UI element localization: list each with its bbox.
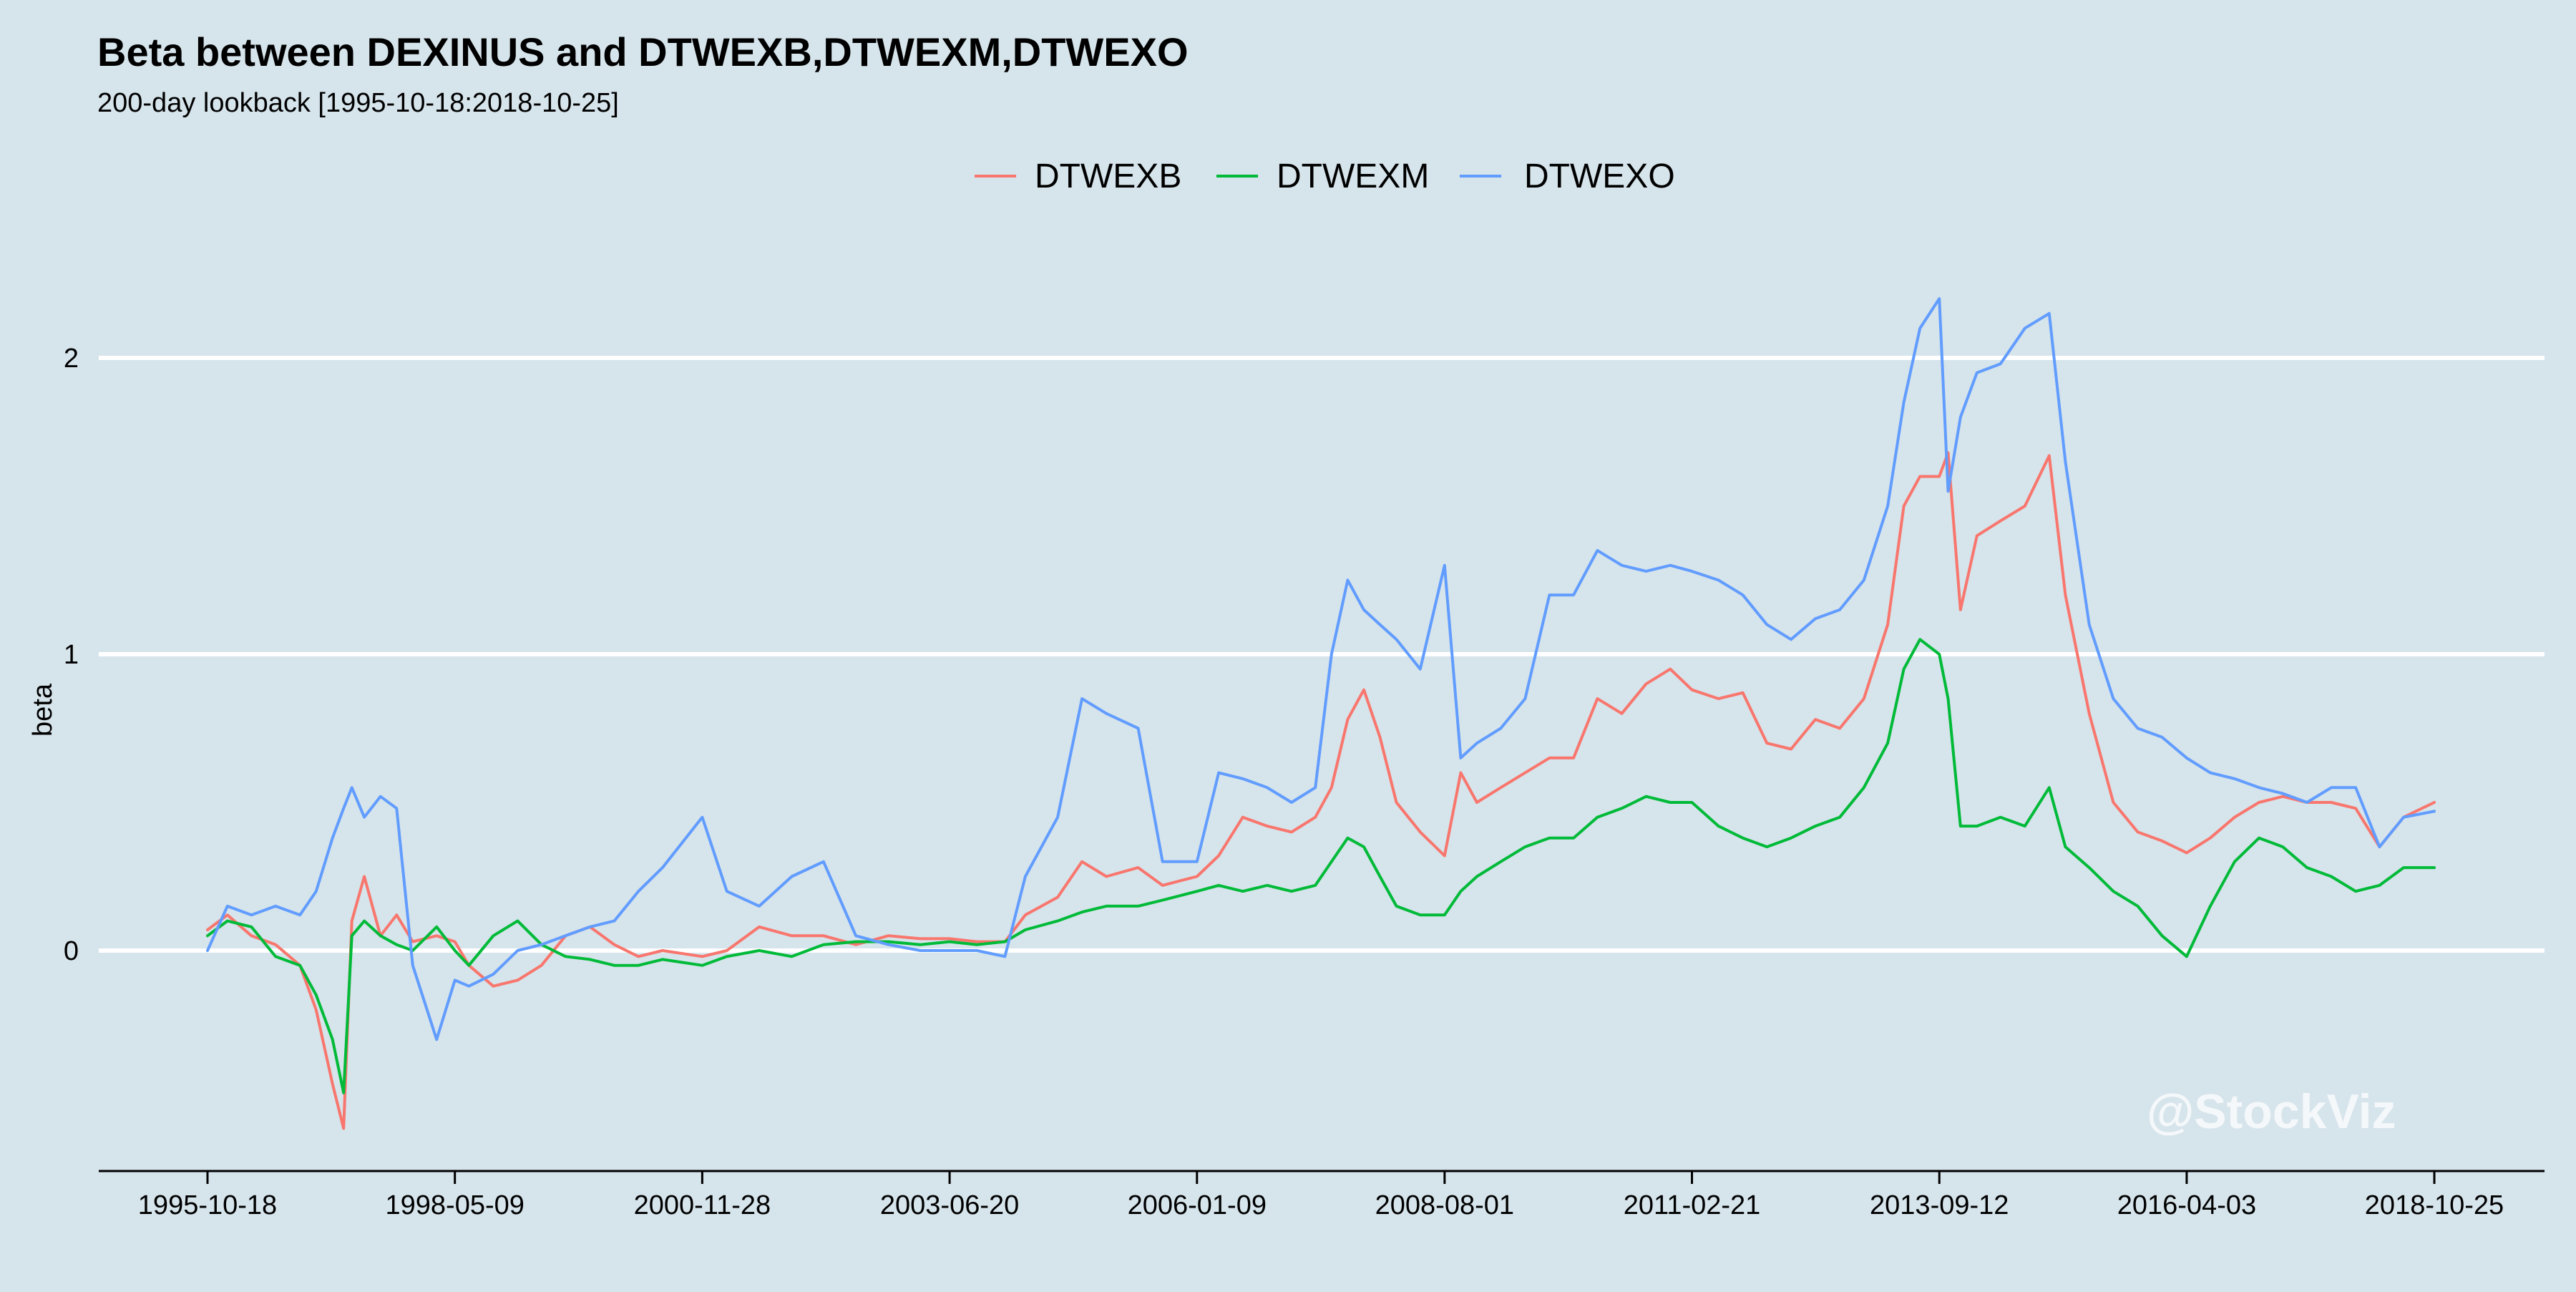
x-ticks: 1995-10-18 1998-05-09 2000-11-28 2003-06-20…	[138, 1171, 2504, 1220]
x-tick-label: 1998-05-09	[386, 1190, 525, 1220]
series-line-dtwexm	[206, 638, 2436, 1094]
y-tick-label: 1	[64, 640, 79, 670]
x-tick-label: 2016-04-03	[2117, 1190, 2256, 1220]
legend-label-dtwexm: DTWEXM	[1277, 157, 1429, 195]
legend: DTWEXB DTWEXM DTWEXO	[975, 157, 1675, 195]
x-tick-label: 2008-08-01	[1375, 1190, 1514, 1220]
x-tick-label: 2006-01-09	[1128, 1190, 1267, 1220]
series-line-dtwexb	[206, 451, 2436, 1130]
x-tick-label: 2000-11-28	[634, 1190, 771, 1220]
gridlines	[99, 356, 2545, 953]
y-tick-label: 0	[64, 936, 79, 966]
chart-title: Beta between DEXINUS and DTWEXB,DTWEXM,D…	[97, 29, 1189, 74]
chart-subtitle: 200-day lookback [1995-10-18:2018-10-25]	[97, 88, 619, 118]
x-tick-label: 2013-09-12	[1870, 1190, 2009, 1220]
x-tick-label: 1995-10-18	[138, 1190, 277, 1220]
watermark: @StockViz	[2147, 1084, 2396, 1139]
series-line-dtwexo	[206, 297, 2436, 1041]
series-layer	[206, 297, 2436, 1130]
x-tick-label: 2011-02-21	[1624, 1190, 1761, 1220]
legend-label-dtwexo: DTWEXO	[1524, 157, 1675, 195]
y-axis-label: beta	[28, 683, 58, 737]
y-tick-label: 2	[64, 344, 79, 374]
x-tick-label: 2003-06-20	[880, 1190, 1019, 1220]
y-tick-labels: 0 1 2	[64, 344, 79, 966]
legend-label-dtwexb: DTWEXB	[1035, 157, 1181, 195]
x-tick-label: 2018-10-25	[2365, 1190, 2504, 1220]
